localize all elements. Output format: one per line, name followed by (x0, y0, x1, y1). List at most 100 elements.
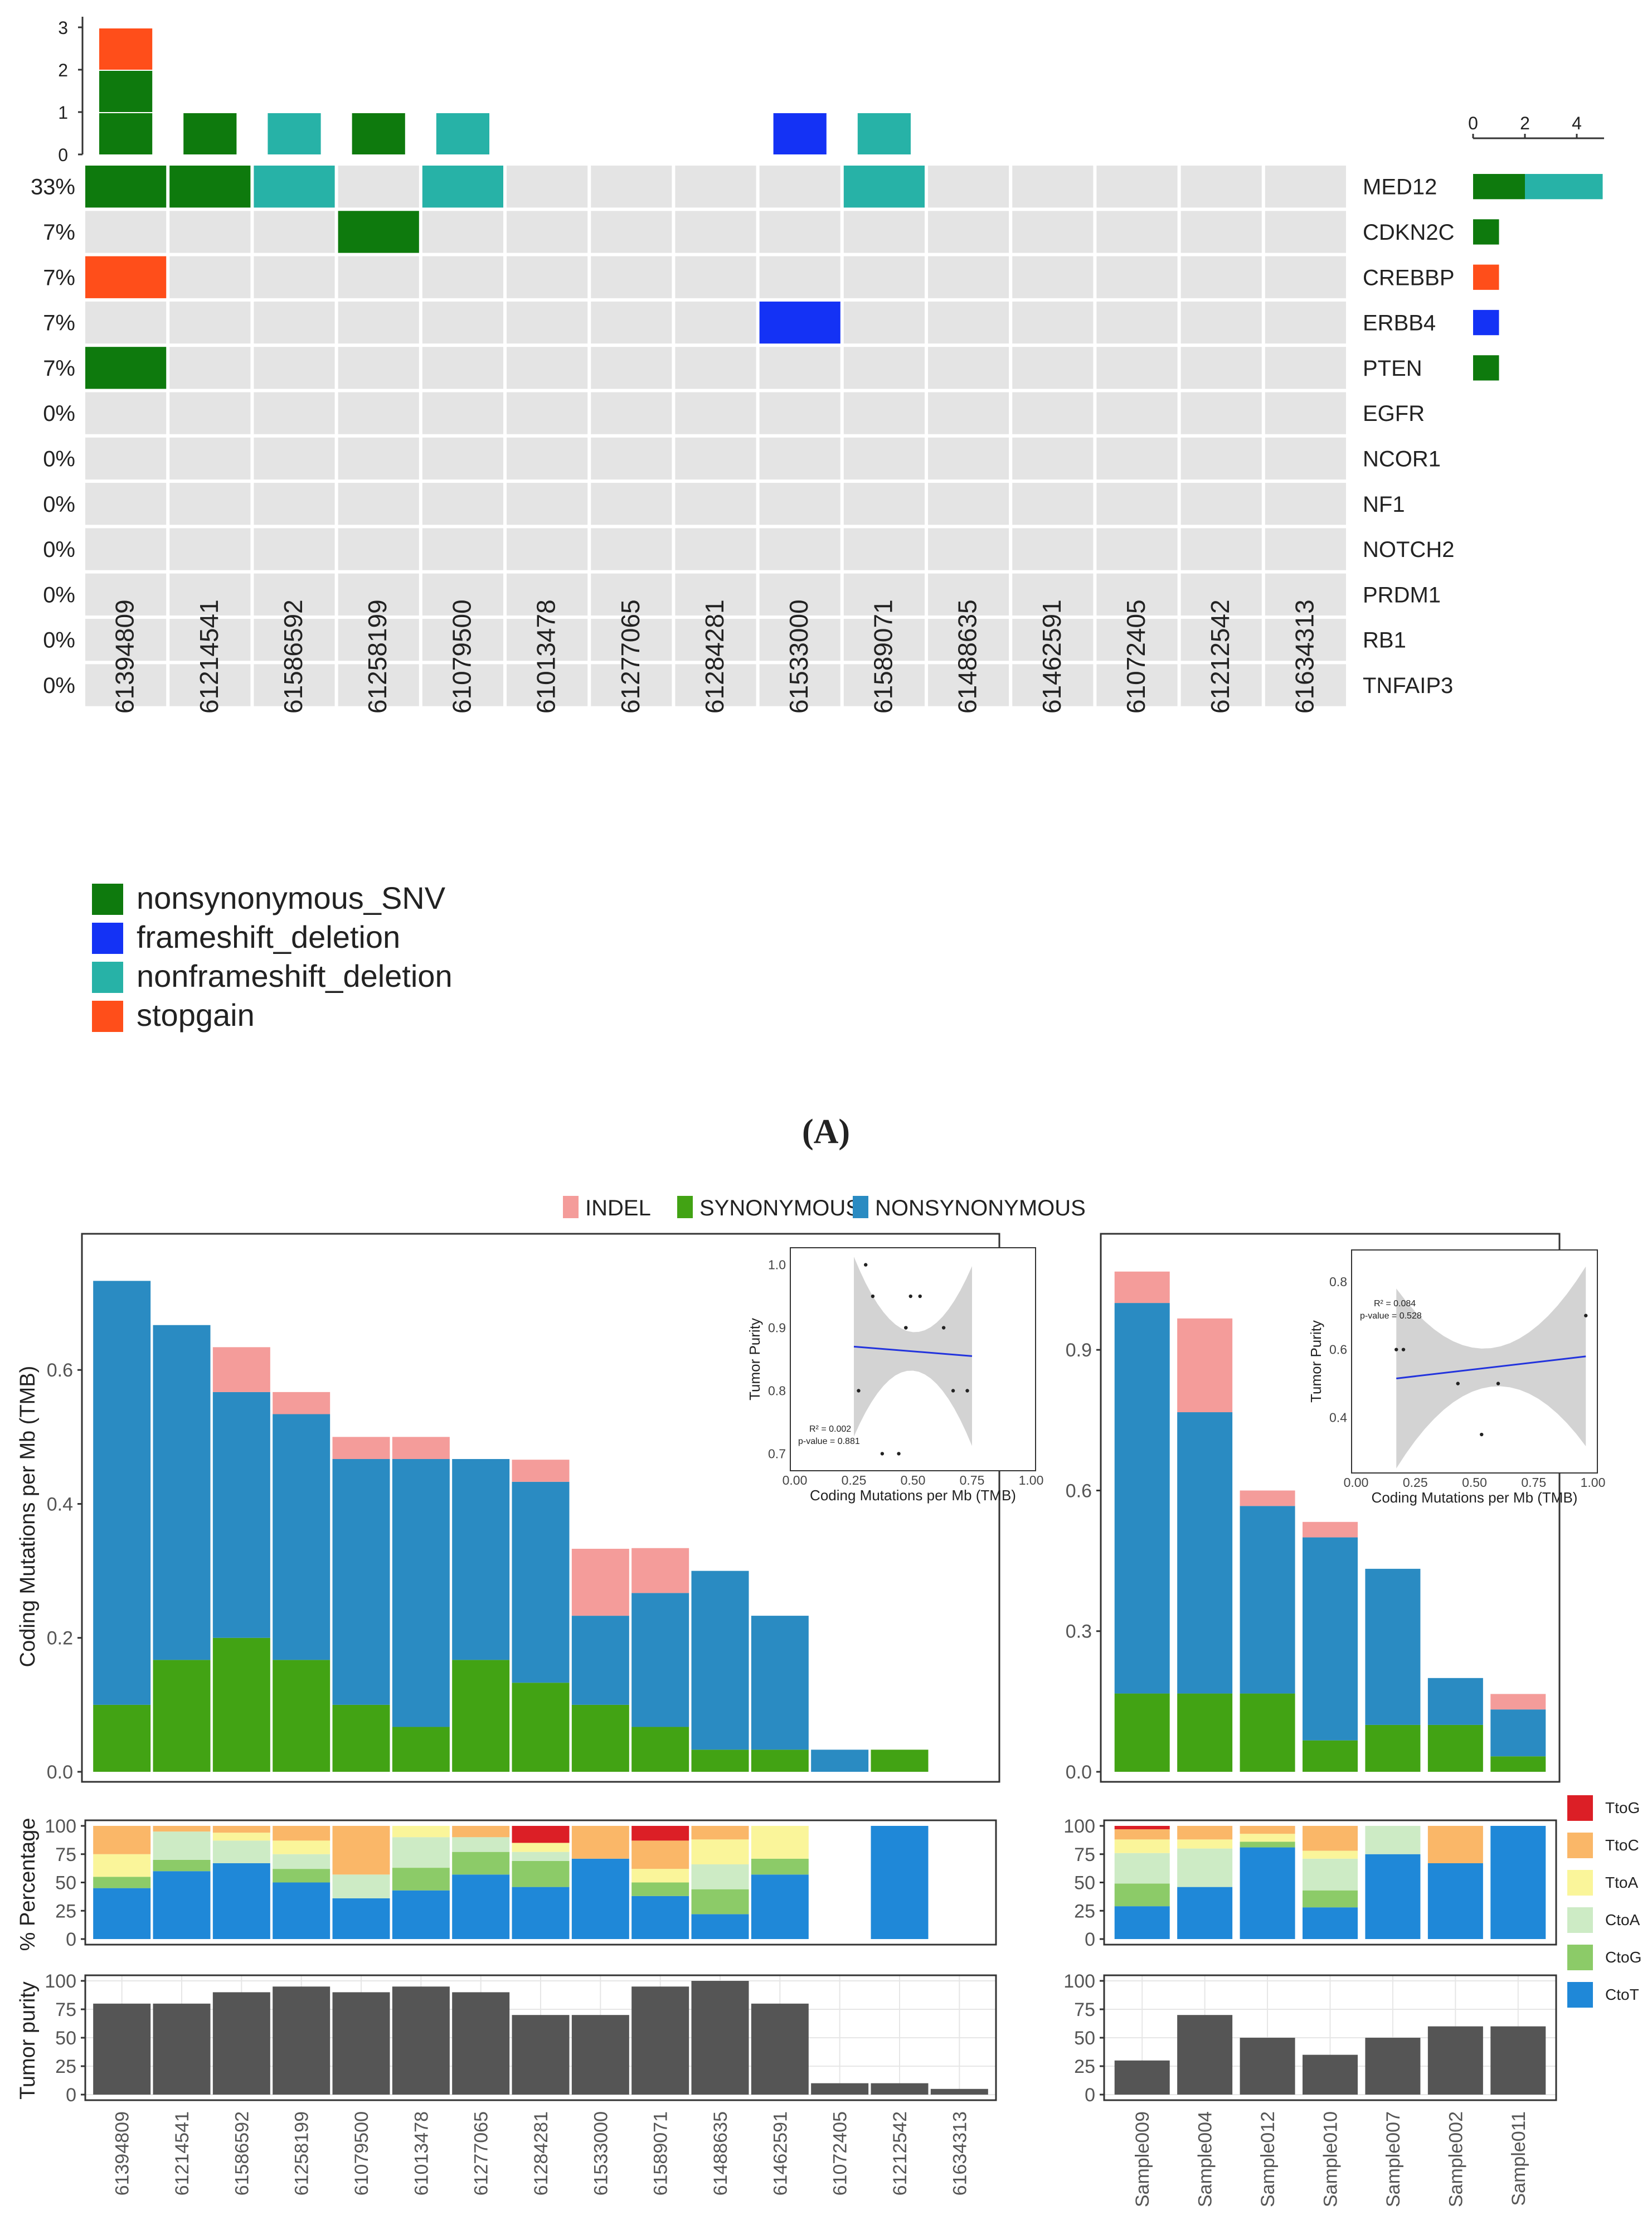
grid-cell (843, 211, 925, 253)
grid-cell (1012, 256, 1094, 298)
top-y-tick-label: 0 (58, 145, 68, 165)
grid-cell (1180, 437, 1262, 480)
inset-y-axis-title: Tumor Purity (746, 1318, 763, 1400)
grid-cell (675, 166, 756, 208)
top-count-bar (99, 113, 153, 154)
x-tick-label: 61462591 (770, 2111, 791, 2196)
legend-label: INDEL (585, 1196, 651, 1220)
gene-percent-label: 0% (43, 492, 75, 517)
grid-cell (928, 528, 1009, 570)
x-tick-label: Sample011 (1508, 2111, 1529, 2206)
scatter-point (1401, 1348, 1406, 1351)
grid-cell (759, 528, 840, 570)
grid-cell (759, 256, 840, 298)
sample-label: 61462591 (1037, 599, 1066, 714)
legend-swatch (677, 1196, 693, 1218)
grid-cell (1096, 528, 1178, 570)
grid-cell (507, 619, 588, 661)
x-tick-label: 61277065 (471, 2111, 492, 2196)
bar-indel (1303, 1521, 1358, 1538)
grid-cell (759, 211, 840, 253)
grid-cell (1096, 211, 1178, 253)
grid-cell (169, 664, 251, 706)
bar-indel (512, 1460, 570, 1482)
gene-name-label: ERBB4 (1363, 311, 1436, 336)
grid-cell (1096, 301, 1178, 344)
scatter-point (908, 1294, 912, 1298)
scatter-point (941, 1326, 946, 1330)
legend-label: CtoT (1605, 1986, 1639, 2003)
legend-swatch (1567, 1833, 1593, 1858)
grid-cell (338, 437, 419, 480)
sig-bar-ttoc (1177, 1826, 1233, 1840)
grid-cell (1180, 211, 1262, 253)
grid-cell (169, 211, 251, 253)
x-tick-label: 61533000 (590, 2111, 611, 2196)
x-tick-label: Sample007 (1383, 2111, 1404, 2207)
y-tick-label: 75 (1074, 1844, 1095, 1865)
scatter-point (1584, 1314, 1588, 1317)
y-tick-label: 0.0 (47, 1762, 73, 1783)
bar-synonymous (1240, 1693, 1295, 1772)
bar-nonsynonymous (571, 1616, 629, 1705)
mutation-cell-PTEN (85, 347, 167, 389)
grid-cell (1265, 573, 1346, 616)
y-tick-label: 0.0 (1066, 1762, 1092, 1783)
sample-label: 61589071 (868, 599, 897, 714)
x-tick-label: 61079500 (351, 2111, 372, 2196)
grid-cell (928, 211, 1009, 253)
inset-y-tick-label: 0.4 (1329, 1411, 1347, 1425)
grid-cell (928, 664, 1009, 706)
x-tick-label: 61394809 (112, 2111, 133, 2196)
sig-bar-ctog (691, 1889, 749, 1915)
grid-cell (507, 301, 588, 344)
grid-cell (1012, 437, 1094, 480)
grid-cell (1180, 573, 1262, 616)
sig-bar-ctot (691, 1914, 749, 1939)
top-count-bar (857, 113, 911, 154)
sig-bar-ttog (631, 1826, 689, 1841)
right-count-bar (1473, 309, 1499, 336)
scatter-point (857, 1389, 861, 1393)
grid-cell (85, 619, 167, 661)
grid-cell (759, 437, 840, 480)
right-count-bar (1525, 174, 1603, 200)
panel-frame-tmb-left (81, 1233, 1000, 1783)
grid-cell (759, 664, 840, 706)
grid-cell (591, 483, 672, 525)
grid-cell (1265, 437, 1346, 480)
legend-swatch (1567, 1870, 1593, 1896)
inset-y-axis-title: Tumor Purity (1308, 1320, 1324, 1403)
grid-cell (338, 392, 419, 434)
grid-cell (85, 573, 167, 616)
grid-cell (1180, 166, 1262, 208)
grid-cell (1180, 483, 1262, 525)
grid-cell (1096, 347, 1178, 389)
grid-cell (507, 528, 588, 570)
inset-x-tick-label: 1.00 (1581, 1475, 1606, 1490)
bar-nonsynonymous (1240, 1506, 1295, 1694)
scatter-point (1456, 1382, 1460, 1385)
legend-swatch (1567, 1907, 1593, 1933)
grid-cell (254, 256, 335, 298)
x-tick-label: 61589071 (650, 2111, 672, 2196)
sig-bar-ttoa (273, 1840, 331, 1854)
grid-cell (507, 664, 588, 706)
purity-bar (93, 2003, 151, 2095)
sig-bar-ctog (273, 1869, 331, 1883)
sig-bar-ctoa (1114, 1853, 1170, 1884)
grid-cell (843, 528, 925, 570)
bar-indel (1240, 1490, 1295, 1506)
sig-bar-ctoa (392, 1837, 450, 1868)
grid-cell (675, 619, 756, 661)
bar-synonymous (452, 1660, 510, 1772)
mutation-cell-MED12 (422, 166, 503, 208)
top-y-tick-label: 2 (58, 60, 68, 80)
gene-name-label: NOTCH2 (1363, 537, 1454, 562)
grid-cell (1180, 664, 1262, 706)
inset-x-axis-title: Coding Mutations per Mb (TMB) (810, 1487, 1016, 1504)
bar-indel (631, 1548, 689, 1593)
grid-cell (422, 483, 503, 525)
bar-nonsynonymous (93, 1281, 151, 1705)
top-count-bar (436, 113, 489, 154)
